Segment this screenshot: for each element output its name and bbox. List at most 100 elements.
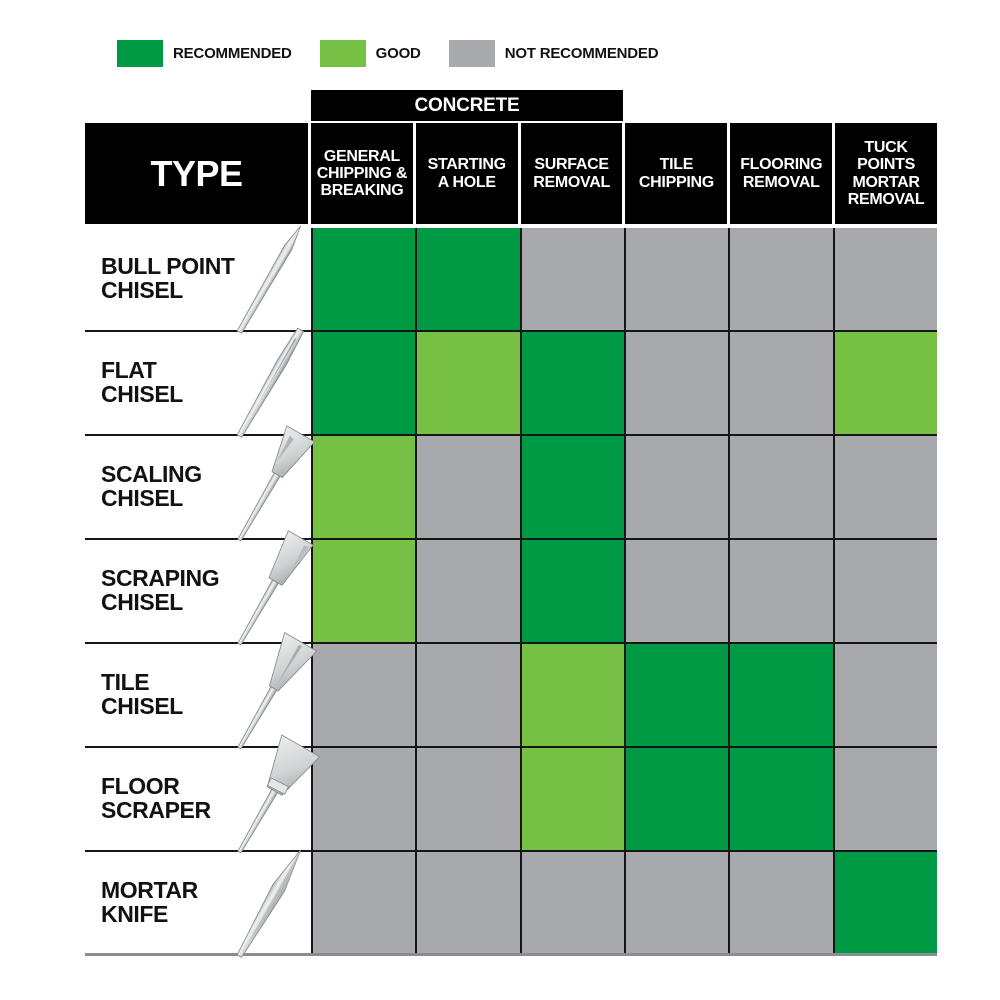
- matrix-cell: [311, 852, 416, 953]
- floor-scraper-image: [237, 734, 321, 854]
- legend-label: NOT RECOMMENDED: [504, 45, 659, 62]
- matrix-cell: [415, 332, 520, 434]
- column-header-line: TILE: [659, 156, 694, 174]
- matrix-cell: [415, 644, 520, 746]
- type-column-header: TYPE: [85, 123, 308, 224]
- matrix-cell: [728, 748, 833, 850]
- matrix-body: BULL POINT CHISEL FLAT CHISEL SCALING CHISEL S…: [85, 225, 937, 958]
- matrix-row: FLAT CHISEL: [85, 327, 937, 438]
- row-label-cell: FLOOR SCRAPER: [85, 734, 321, 854]
- matrix-cell: [623, 852, 729, 953]
- matrix-row: SCRAPING CHISEL: [85, 530, 937, 646]
- row-label: FLOOR: [101, 773, 180, 800]
- column-header-line: BREAKING: [320, 182, 404, 200]
- column-header-line: REMOVAL: [847, 190, 925, 208]
- row-label: CHISEL: [101, 485, 183, 511]
- legend-label: RECOMMENDED: [173, 45, 292, 62]
- matrix-cell: [728, 436, 833, 538]
- column-header: TILE CHIPPING: [625, 123, 728, 224]
- row-label-cell: TILE CHISEL: [85, 632, 318, 750]
- row-label: SCRAPING: [101, 565, 220, 592]
- bull-point-chisel-image: [236, 225, 302, 334]
- matrix-cell: [415, 436, 520, 538]
- matrix-cell: [728, 228, 833, 330]
- matrix-cell: [519, 644, 624, 746]
- matrix-cell: [728, 540, 833, 642]
- row-label: BULL POINT: [101, 253, 235, 280]
- column-header: FLOORING REMOVAL: [730, 123, 833, 224]
- matrix-row: MORTAR KNIFE: [85, 849, 937, 958]
- matrix-cell: [311, 540, 416, 642]
- scraping-chisel-image: [237, 530, 314, 646]
- column-header-line: A HOLE: [437, 173, 496, 191]
- legend-item-not-recommended: NOT RECOMMENDED: [448, 40, 659, 67]
- matrix-cell: [832, 852, 937, 953]
- matrix-cell: [832, 540, 937, 642]
- row-label: CHISEL: [101, 277, 183, 303]
- row-label: SCRAPER: [101, 797, 211, 823]
- column-header-line: STARTING: [427, 156, 506, 174]
- matrix-cell: [832, 644, 937, 746]
- column-header-line: GENERAL: [323, 147, 400, 165]
- application-matrix: TYPE GENERAL CHIPPING & BREAKING STARTING A …: [85, 123, 937, 958]
- column-header-line: SURFACE: [534, 156, 609, 174]
- matrix-cell: [623, 436, 729, 538]
- row-label: CHISEL: [101, 693, 183, 719]
- row-label-cell: SCRAPING CHISEL: [85, 530, 314, 646]
- column-header-line: POINTS: [857, 156, 915, 174]
- matrix-cell: [728, 644, 833, 746]
- matrix-cell: [311, 436, 416, 538]
- column-header: SURFACE REMOVAL: [520, 123, 623, 224]
- column-header-line: CHIPPING: [638, 173, 714, 191]
- matrix-row: BULL POINT CHISEL: [85, 225, 937, 334]
- flat-chisel-image: [236, 327, 305, 438]
- matrix-cell: [415, 748, 520, 850]
- legend-label: GOOD: [375, 45, 421, 62]
- matrix-cell: [519, 748, 624, 850]
- matrix-cell: [311, 644, 416, 746]
- matrix-cell: [415, 228, 520, 330]
- column-header-line: REMOVAL: [533, 173, 610, 191]
- legend: RECOMMENDED GOOD NOT RECOMMENDED: [117, 40, 686, 67]
- column-header-line: REMOVAL: [742, 173, 820, 191]
- matrix-cell: [519, 540, 624, 642]
- matrix-cell: [311, 332, 416, 434]
- column-header: STARTING A HOLE: [415, 123, 518, 224]
- matrix-cell: [415, 540, 520, 642]
- matrix-cell: [519, 332, 624, 434]
- matrix-cell: [623, 644, 729, 746]
- matrix-row: TILE CHISEL: [85, 632, 937, 750]
- row-label: KNIFE: [101, 900, 169, 927]
- scaling-chisel-image: [237, 425, 316, 542]
- column-header: GENERAL CHIPPING & BREAKING: [311, 123, 413, 224]
- matrix-cell: [519, 228, 624, 330]
- row-label: TILE: [101, 669, 150, 696]
- column-header-line: FLOORING: [740, 156, 823, 174]
- matrix-row: SCALING CHISEL: [85, 425, 937, 542]
- row-label: CHISEL: [101, 589, 183, 615]
- matrix-cell: [311, 228, 416, 330]
- legend-item-good: GOOD: [319, 40, 421, 67]
- matrix-cell: [623, 228, 729, 330]
- good-color-swatch: [319, 40, 366, 67]
- column-header: TUCK POINTS MORTAR REMOVAL: [835, 123, 937, 224]
- row-label: MORTAR: [101, 876, 198, 903]
- matrix-cell: [832, 436, 937, 538]
- matrix-cell: [415, 852, 520, 953]
- matrix-cell: [519, 436, 624, 538]
- matrix-header-row: TYPE GENERAL CHIPPING & BREAKING STARTING A …: [85, 123, 937, 224]
- row-label-cell: BULL POINT CHISEL: [85, 225, 311, 334]
- row-label-cell: FLAT CHISEL: [85, 327, 311, 438]
- matrix-cell: [832, 228, 937, 330]
- not-recommended-color-swatch: [448, 40, 495, 67]
- legend-item-recommended: RECOMMENDED: [117, 40, 292, 67]
- matrix-cell: [623, 332, 729, 434]
- matrix-row: FLOOR SCRAPER: [85, 734, 937, 854]
- concrete-group-header: CONCRETE: [311, 90, 623, 121]
- matrix-cell: [728, 852, 833, 953]
- matrix-cell: [832, 748, 937, 850]
- matrix-cell: [519, 852, 624, 953]
- row-label-cell: SCALING CHISEL: [85, 425, 316, 542]
- recommended-color-swatch: [117, 40, 163, 67]
